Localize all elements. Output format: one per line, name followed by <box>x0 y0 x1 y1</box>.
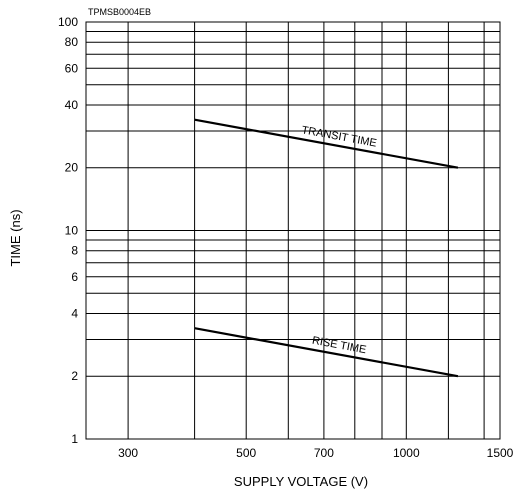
y-axis-title: TIME (ns) <box>8 209 23 266</box>
x-tick-label: 500 <box>236 446 256 460</box>
y-tick-label: 6 <box>71 270 78 284</box>
series-line-2 <box>194 327 459 378</box>
grid <box>86 21 501 440</box>
y-axis-ticks: 1 2 4 6 8 10 20 40 60 80 100 <box>58 15 78 446</box>
x-tick-label: 700 <box>314 446 334 460</box>
y-tick-label: 60 <box>65 61 79 75</box>
plot-area <box>85 21 501 440</box>
document-code: TPMSB0004EB <box>88 7 151 17</box>
y-tick-label: 2 <box>71 369 78 383</box>
y-tick-label: 4 <box>71 307 78 321</box>
y-tick-label: 80 <box>65 35 79 49</box>
y-tick-label: 10 <box>65 224 79 238</box>
y-tick-label: 40 <box>65 98 79 112</box>
y-tick-label: 1 <box>71 432 78 446</box>
y-tick-label: 8 <box>71 244 78 258</box>
y-tick-label: 20 <box>65 161 79 175</box>
x-axis-title: SUPPLY VOLTAGE (V) <box>234 474 368 489</box>
x-tick-label: 1500 <box>487 446 514 460</box>
series-line-1 <box>194 118 459 169</box>
x-axis-ticks: 300 500 700 1000 1500 <box>118 446 514 460</box>
x-tick-label: 300 <box>118 446 138 460</box>
x-tick-label: 1000 <box>393 446 420 460</box>
y-tick-label: 100 <box>58 15 78 29</box>
series-label: RISE TIME <box>311 335 367 357</box>
